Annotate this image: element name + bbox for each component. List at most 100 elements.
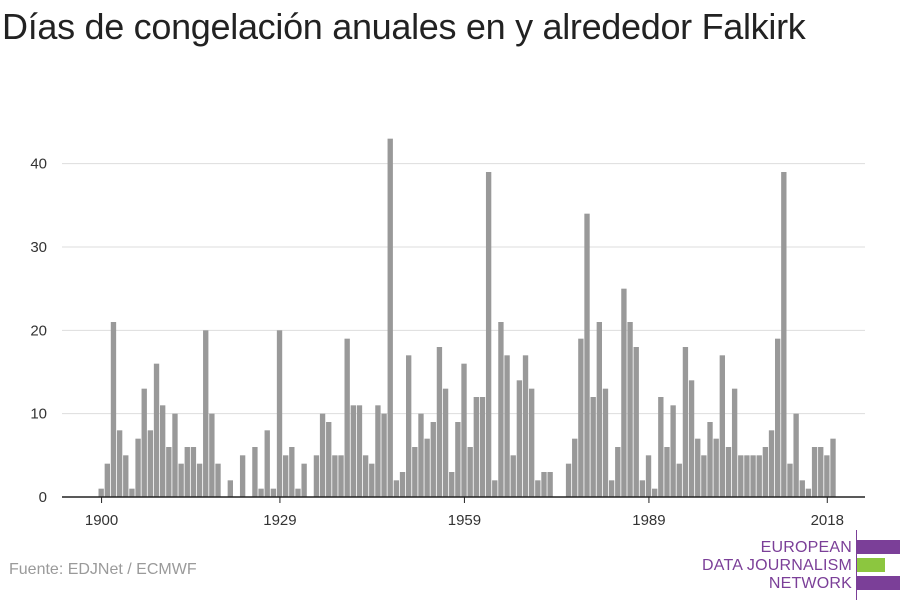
- bar: [467, 447, 473, 497]
- bar: [455, 422, 461, 497]
- bar: [166, 447, 172, 497]
- bar: [153, 363, 160, 497]
- bar: [775, 338, 781, 497]
- bar: [209, 413, 215, 497]
- bar: [719, 355, 725, 497]
- bar: [449, 472, 455, 497]
- bar: [172, 413, 178, 497]
- logo-line-data-journalism: DATA JOURNALISM: [702, 557, 852, 574]
- bar: [504, 355, 510, 497]
- bar: [811, 447, 818, 497]
- bar: [670, 405, 676, 497]
- bar: [750, 455, 756, 497]
- bar: [104, 463, 110, 497]
- bar: [510, 455, 516, 497]
- bar: [738, 455, 744, 497]
- bar: [369, 463, 375, 497]
- bar: [190, 447, 197, 497]
- bar: [184, 447, 190, 497]
- bar: [406, 355, 412, 497]
- bar: [399, 472, 406, 497]
- bar: [295, 488, 301, 497]
- bar: [578, 338, 584, 497]
- bar: [799, 480, 805, 497]
- x-tick-label: 2018: [811, 512, 844, 529]
- bar: [319, 413, 326, 497]
- y-tick-label: 20: [30, 322, 47, 339]
- bar: [522, 355, 529, 497]
- bar: [338, 455, 344, 497]
- bar: [615, 447, 621, 497]
- bar: [756, 455, 762, 497]
- bar: [123, 455, 129, 497]
- bar: [430, 422, 436, 497]
- y-tick-label: 10: [30, 406, 47, 423]
- grid-lines: [62, 163, 865, 415]
- bar: [565, 463, 572, 497]
- bar: [658, 397, 664, 497]
- bar: [479, 397, 486, 497]
- bar: [332, 455, 338, 497]
- bar: [436, 347, 443, 497]
- bar: [270, 488, 277, 497]
- logo-bar-bottom: [857, 576, 900, 590]
- bar: [818, 447, 824, 497]
- bar: [239, 455, 246, 497]
- logo-separator: [856, 530, 857, 600]
- bar: [160, 405, 166, 497]
- bar: [602, 388, 609, 497]
- bar: [461, 363, 467, 497]
- bar: [375, 405, 381, 497]
- bar: [596, 322, 602, 497]
- bar: [264, 430, 270, 497]
- y-tick-label: 40: [30, 156, 47, 173]
- bar: [141, 388, 147, 497]
- bar: [492, 480, 498, 497]
- bar: [393, 480, 400, 497]
- bar: [541, 472, 547, 497]
- bar: [639, 480, 646, 497]
- bar: [633, 347, 639, 497]
- bar: [793, 413, 799, 497]
- bar: [768, 430, 775, 497]
- bar: [276, 330, 283, 497]
- bar: [608, 480, 615, 497]
- bar: [529, 388, 535, 497]
- bar: [781, 172, 787, 497]
- bar: [326, 422, 332, 497]
- bar: [227, 480, 233, 497]
- bar: [196, 463, 203, 497]
- bar: [418, 413, 424, 497]
- bar: [135, 438, 141, 497]
- bar: [805, 488, 812, 497]
- x-tick-label: 1929: [263, 512, 296, 529]
- bar: [824, 455, 830, 497]
- bar: [203, 330, 209, 497]
- bar: [116, 430, 123, 497]
- bar: [215, 463, 221, 497]
- bar: [381, 413, 387, 497]
- bar: [695, 438, 701, 497]
- bar: [498, 322, 504, 497]
- bar: [688, 380, 695, 497]
- y-tick-label: 0: [39, 489, 47, 506]
- bar: [787, 463, 793, 497]
- logo-bar-middle: [857, 558, 885, 572]
- bar: [258, 488, 264, 497]
- y-axis-ticks: 0 10 20 30 40: [30, 156, 47, 506]
- bar: [178, 463, 184, 497]
- chart-title: Días de congelación anuales en y alreded…: [2, 6, 806, 47]
- bar: [652, 488, 658, 497]
- bar: [350, 405, 356, 497]
- bar: [547, 472, 553, 497]
- bar: [516, 380, 523, 497]
- bar: [110, 322, 117, 497]
- x-tick-label: 1959: [448, 512, 481, 529]
- bar: [830, 438, 836, 497]
- x-tick-label: 1989: [632, 512, 665, 529]
- bar: [664, 447, 670, 497]
- bar: [713, 438, 719, 497]
- bar: [485, 172, 492, 497]
- bar: [572, 438, 578, 497]
